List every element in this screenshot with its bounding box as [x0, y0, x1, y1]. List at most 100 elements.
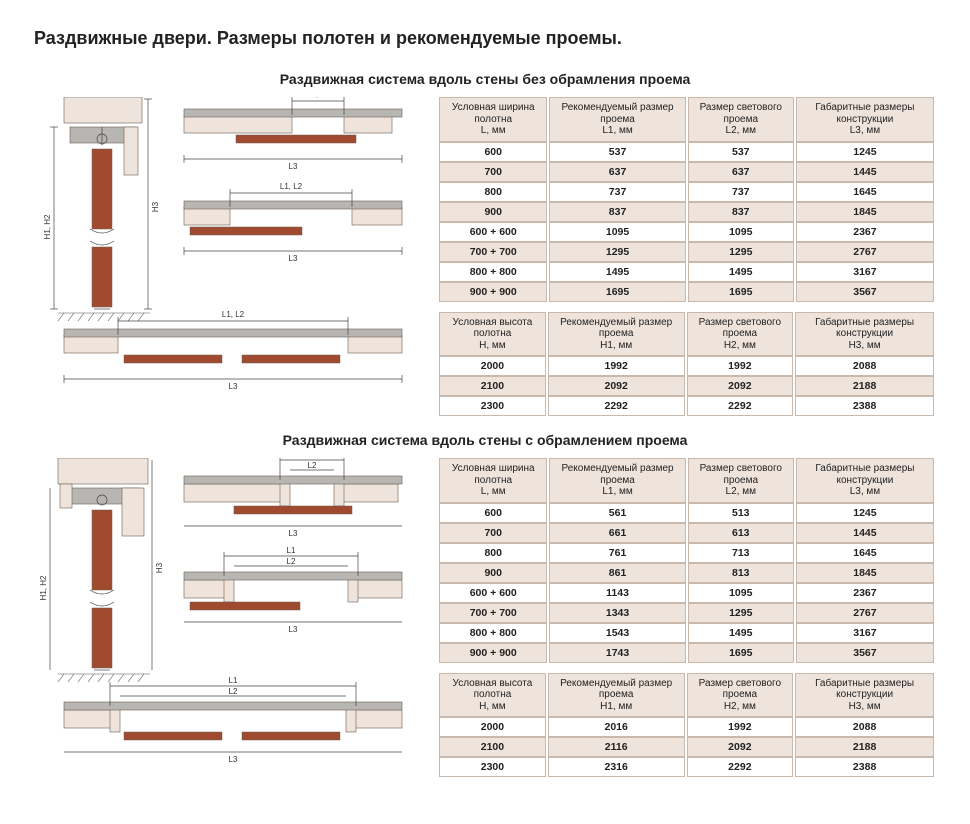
table-cell: 1695 — [688, 282, 794, 302]
table-cell: 700 + 700 — [439, 603, 547, 623]
table-row: 7006376371445 — [439, 162, 934, 182]
table-cell: 2088 — [795, 717, 934, 737]
label-l3-top: L3 — [289, 162, 298, 171]
table-cell: 2016 — [548, 717, 685, 737]
table-cell: 1295 — [688, 603, 794, 623]
diagram-svg-2: H1, H2 H3 L1 L2 L3 — [34, 458, 419, 778]
table-row: 8007377371645 — [439, 182, 934, 202]
table-header: Рекомендуемый размер проемаH1, мм — [548, 673, 685, 718]
table-cell: 1992 — [687, 717, 794, 737]
table-header: Размер светового проемаL2, мм — [688, 97, 794, 142]
table-cell: 2316 — [548, 757, 685, 777]
table-row: 700 + 700129512952767 — [439, 242, 934, 262]
table-header: Условная ширина полотнаL, мм — [439, 458, 547, 503]
table-cell: 900 — [439, 563, 547, 583]
table-row: 6005615131245 — [439, 503, 934, 523]
table-cell: 1495 — [688, 623, 794, 643]
page-title: Раздвижные двери. Размеры полотен и реко… — [34, 28, 936, 49]
label-h12: H1, H2 — [43, 214, 52, 239]
section2-title: Раздвижная система вдоль стены с обрамле… — [34, 432, 936, 448]
table-header: Рекомендуемый размер проемаL1, мм — [549, 458, 685, 503]
table-cell: 1095 — [688, 583, 794, 603]
table-cell: 1445 — [796, 162, 934, 182]
table-cell: 2767 — [796, 603, 934, 623]
table-cell: 713 — [688, 543, 794, 563]
table-cell: 2092 — [687, 737, 794, 757]
table-row: 600 + 600109510952367 — [439, 222, 934, 242]
table-header: Размер светового проемаL2, мм — [688, 458, 794, 503]
table-cell: 700 + 700 — [439, 242, 547, 262]
table-row: 8007617131645 — [439, 543, 934, 563]
table-cell: 2100 — [439, 737, 546, 757]
table-cell: 661 — [549, 523, 685, 543]
section2: H1, H2 H3 L1 L2 L3 — [34, 458, 936, 787]
table-row: 800 + 800149514953167 — [439, 262, 934, 282]
table-cell: 900 + 900 — [439, 282, 547, 302]
label-l12-bot: L1, L2 — [222, 310, 245, 319]
table-cell: 900 — [439, 202, 547, 222]
table-cell: 1245 — [796, 503, 934, 523]
table-cell: 800 — [439, 543, 547, 563]
table-cell: 1143 — [549, 583, 685, 603]
table-row: 2000199219922088 — [439, 356, 934, 376]
label2-l3-top: L3 — [289, 529, 298, 538]
label2-l1-mid: L1 — [287, 546, 296, 555]
table-cell: 2000 — [439, 717, 546, 737]
table-cell: 3567 — [796, 643, 934, 663]
table-row: 7006616131445 — [439, 523, 934, 543]
label2-l2-mid: L2 — [287, 557, 296, 566]
label2-h3: H3 — [155, 562, 164, 573]
table-cell: 1343 — [549, 603, 685, 623]
table-cell: 1645 — [796, 543, 934, 563]
section1-tableB: Условная высота полотнаH, ммРекомендуемы… — [437, 312, 936, 417]
table-row: 9008378371845 — [439, 202, 934, 222]
table-cell: 637 — [688, 162, 794, 182]
table-cell: 700 — [439, 523, 547, 543]
table-cell: 1445 — [796, 523, 934, 543]
table-row: 2100211620922188 — [439, 737, 934, 757]
table-cell: 1495 — [549, 262, 685, 282]
section1-diagrams: H1, H2 H3 L1, L2 L3 — [34, 97, 419, 426]
label2-l2-top: L2 — [308, 461, 317, 470]
table-cell: 2188 — [795, 737, 934, 757]
table-cell: 1295 — [549, 242, 685, 262]
table-cell: 1645 — [796, 182, 934, 202]
table-cell: 800 + 800 — [439, 262, 547, 282]
label2-l2-bot: L2 — [229, 687, 238, 696]
table-cell: 613 — [688, 523, 794, 543]
label-l3-bot: L3 — [229, 382, 238, 391]
label-h3: H3 — [151, 201, 160, 212]
label2-h12: H1, H2 — [39, 575, 48, 600]
label2-l1-top: L1 — [308, 458, 317, 459]
section2-tables: Условная ширина полотнаL, ммРекомендуемы… — [437, 458, 936, 787]
table-header: Рекомендуемый размер проемаL1, мм — [549, 97, 685, 142]
section2-tableA: Условная ширина полотнаL, ммРекомендуемы… — [437, 458, 936, 663]
table-cell: 1095 — [549, 222, 685, 242]
table-row: 2300229222922388 — [439, 396, 934, 416]
table-cell: 2100 — [439, 376, 546, 396]
table-cell: 2300 — [439, 396, 546, 416]
table-row: 800 + 800154314953167 — [439, 623, 934, 643]
diagram-svg-1: H1, H2 H3 L1, L2 L3 — [34, 97, 419, 397]
table-cell: 637 — [549, 162, 685, 182]
table-row: 2000201619922088 — [439, 717, 934, 737]
table-cell: 537 — [549, 142, 685, 162]
table-cell: 1845 — [796, 563, 934, 583]
table-cell: 837 — [688, 202, 794, 222]
table-row: 600 + 600114310952367 — [439, 583, 934, 603]
table-cell: 1543 — [549, 623, 685, 643]
table-cell: 1095 — [688, 222, 794, 242]
table-cell: 1695 — [549, 282, 685, 302]
table-cell: 2292 — [687, 396, 794, 416]
table-header: Условная высота полотнаH, мм — [439, 673, 546, 718]
table-cell: 1695 — [688, 643, 794, 663]
table-cell: 1845 — [796, 202, 934, 222]
table-header: Размер светового проемаH2, мм — [687, 312, 794, 357]
table-cell: 3567 — [796, 282, 934, 302]
table-cell: 737 — [549, 182, 685, 202]
table-cell: 2367 — [796, 583, 934, 603]
table-row: 900 + 900174316953567 — [439, 643, 934, 663]
table-header: Размер светового проемаH2, мм — [687, 673, 794, 718]
label-l3-mid: L3 — [289, 254, 298, 263]
section2-diagrams: H1, H2 H3 L1 L2 L3 — [34, 458, 419, 787]
